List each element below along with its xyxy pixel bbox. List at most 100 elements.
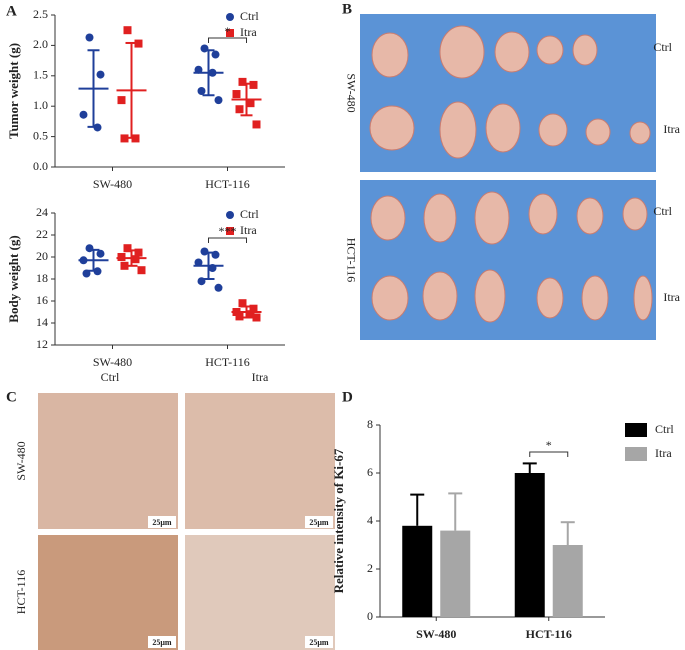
y-tick-label: 2.5 (33, 7, 48, 21)
data-point (214, 96, 223, 105)
data-point (85, 33, 94, 42)
significance-label: * (225, 24, 231, 38)
x-tick-label: HCT-116 (205, 177, 249, 191)
y-tick-label: 0 (367, 609, 373, 623)
data-point (131, 255, 140, 264)
data-point (123, 244, 132, 253)
significance-label: *** (219, 224, 237, 238)
y-tick-label: 2 (367, 561, 373, 575)
y-tick-label: 1.5 (33, 68, 48, 82)
data-point (197, 87, 206, 95)
data-point (137, 266, 146, 275)
data-point (235, 105, 244, 114)
legend-label: Itra (240, 223, 257, 237)
significance-bracket (208, 37, 247, 43)
scale-bar: 25μm (152, 638, 172, 647)
data-point (85, 244, 94, 253)
panel-label: A (6, 3, 17, 19)
data-point (134, 248, 143, 257)
data-point (120, 261, 129, 270)
y-tick-label: 20 (36, 249, 48, 263)
data-point (238, 299, 247, 308)
column-label: Itra (252, 370, 269, 384)
y-tick-label: 12 (36, 337, 48, 351)
significance-label: * (546, 438, 552, 452)
y-tick-label: 2.0 (33, 37, 48, 51)
scale-bar: 25μm (152, 518, 172, 527)
row-label: Ctrl (653, 40, 672, 54)
column-label: Ctrl (101, 370, 120, 384)
data-point (194, 258, 203, 267)
row-label: Ctrl (653, 204, 672, 218)
row-label: SW-480 (14, 441, 28, 480)
legend-label: Itra (655, 446, 672, 460)
y-tick-label: 6 (367, 465, 373, 479)
scale-bar: 25μm (309, 518, 329, 527)
row-label: Itra (663, 290, 680, 304)
x-tick-label: SW-480 (93, 177, 132, 191)
legend-label: Ctrl (240, 207, 259, 221)
axis-label: Relative intensity of Ki-67 (331, 448, 346, 593)
panel-label: C (6, 389, 17, 405)
legend-marker (226, 13, 234, 21)
x-tick-label: HCT-116 (205, 355, 249, 369)
x-tick-label: HCT-116 (526, 627, 572, 641)
legend-label: Itra (240, 25, 257, 39)
y-tick-label: 1.0 (33, 98, 48, 112)
y-tick-label: 24 (36, 205, 48, 219)
data-point (123, 26, 132, 35)
data-point (194, 65, 203, 74)
data-point (235, 312, 244, 321)
y-tick-label: 18 (36, 271, 48, 285)
significance-bracket (529, 451, 569, 457)
data-point (120, 134, 129, 143)
data-point (249, 304, 258, 313)
significance-bracket (208, 237, 247, 243)
y-tick-label: 8 (367, 417, 373, 431)
legend-marker (625, 447, 647, 461)
axis-label: Body weight (g) (6, 235, 21, 322)
data-point (232, 90, 241, 99)
data-point (249, 80, 258, 89)
scale-bar: 25μm (309, 638, 329, 647)
panel-label: D (342, 389, 353, 405)
data-point (200, 247, 209, 256)
legend-marker (625, 423, 647, 437)
data-point (238, 77, 247, 86)
data-point (117, 96, 126, 105)
bar (440, 530, 471, 617)
tumor-photo (360, 14, 656, 340)
data-point (134, 39, 143, 48)
group-label: HCT-116 (344, 238, 358, 282)
data-point (246, 99, 255, 108)
legend-marker (226, 227, 234, 235)
y-tick-label: 0.0 (33, 159, 48, 173)
data-point (246, 310, 255, 319)
data-point (96, 70, 105, 79)
row-label: HCT-116 (14, 570, 28, 614)
ihc-photo (38, 393, 335, 650)
panel-label: B (342, 1, 352, 17)
legend-marker (226, 211, 234, 219)
y-tick-label: 4 (367, 513, 373, 527)
y-tick-label: 14 (36, 315, 48, 329)
y-tick-label: 16 (36, 293, 48, 307)
data-point (79, 110, 88, 119)
bar (552, 545, 583, 617)
data-point (252, 120, 261, 129)
data-point (96, 249, 105, 258)
group-label: SW-480 (344, 73, 358, 112)
data-point (214, 283, 223, 292)
x-tick-label: SW-480 (416, 627, 456, 641)
legend-label: Ctrl (240, 9, 259, 23)
bar (514, 473, 545, 617)
axis-label: Tumor weight (g) (6, 43, 21, 139)
y-tick-label: 22 (36, 227, 48, 241)
data-point (117, 253, 126, 261)
x-tick-label: SW-480 (93, 355, 132, 369)
y-tick-label: 0.5 (33, 128, 48, 142)
legend-label: Ctrl (655, 422, 674, 436)
legend-marker (226, 29, 234, 37)
bar (402, 525, 433, 617)
